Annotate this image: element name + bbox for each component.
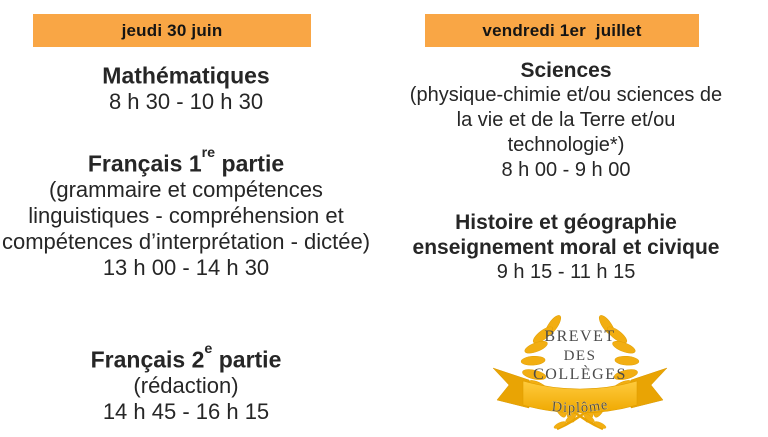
ribbon-tail-left [492, 367, 530, 409]
exam-title-text-end: partie [215, 150, 285, 177]
exam-title: Sciences [520, 59, 612, 82]
ribbon-band [522, 380, 638, 414]
brevet-diploma-badge: BREVET DES COLLÈGES Diplôme [485, 308, 675, 434]
day-header-thursday-label: jeudi 30 juin [121, 20, 223, 40]
exam-detail: (physique-chimie et/ou sciences de la vi… [409, 84, 723, 156]
exam-title-text: Français 1 [87, 150, 202, 177]
exam-time: 8 h 00 - 9 h 00 [501, 159, 631, 181]
exam-detail: (grammaire et compétences linguistiques … [1, 176, 371, 254]
badge-line-brevet: BREVET [544, 328, 615, 345]
exam-block-francais-2: Français 2e partie (rédaction) 14 h 45 -… [0, 340, 372, 425]
exam-title-sup: e [204, 340, 213, 357]
exam-detail: (rédaction) [133, 372, 239, 398]
exam-title-sup: re [201, 144, 216, 161]
ribbon-banner: Diplôme [492, 367, 668, 416]
ribbon-label: Diplôme [551, 397, 610, 416]
laurel-wreath-icon: BREVET DES COLLÈGES Diplôme [492, 312, 668, 431]
exam-time: 13 h 00 - 14 h 30 [102, 254, 270, 280]
exam-title: Français 2e partie [0, 340, 372, 373]
exam-title-text: Français 2 [90, 346, 205, 373]
day-header-thursday: jeudi 30 juin [33, 14, 311, 47]
exam-time: 8 h 30 - 10 h 30 [108, 88, 264, 114]
day-header-friday-label: vendredi 1er juillet [482, 20, 642, 40]
exam-block-mathematiques: Mathématiques 8 h 30 - 10 h 30 [0, 58, 372, 115]
badge-caption: BREVET DES COLLÈGES [533, 328, 627, 383]
badge-line-des: DES [564, 348, 597, 364]
exam-title: Français 1re partie [0, 144, 372, 177]
exam-title: Mathématiques [0, 58, 372, 89]
badge-line-colleges: COLLÈGES [533, 364, 627, 383]
exam-time: 14 h 45 - 16 h 15 [102, 398, 270, 424]
exam-time: 9 h 15 - 11 h 15 [496, 261, 636, 283]
exam-block-francais-1: Français 1re partie (grammaire et compét… [0, 144, 372, 281]
exam-block-histoire-geo: Histoire et géographie enseignement mora… [401, 210, 731, 285]
exam-title-text-end: partie [212, 346, 282, 373]
exam-block-sciences: Sciences (physique-chimie et/ou sciences… [401, 58, 731, 183]
exam-title-text: Mathématiques [102, 62, 270, 89]
ribbon-tail-right [630, 367, 668, 409]
day-header-friday: vendredi 1er juillet [425, 14, 699, 47]
exam-title: Histoire et géographie enseignement mora… [412, 211, 720, 259]
